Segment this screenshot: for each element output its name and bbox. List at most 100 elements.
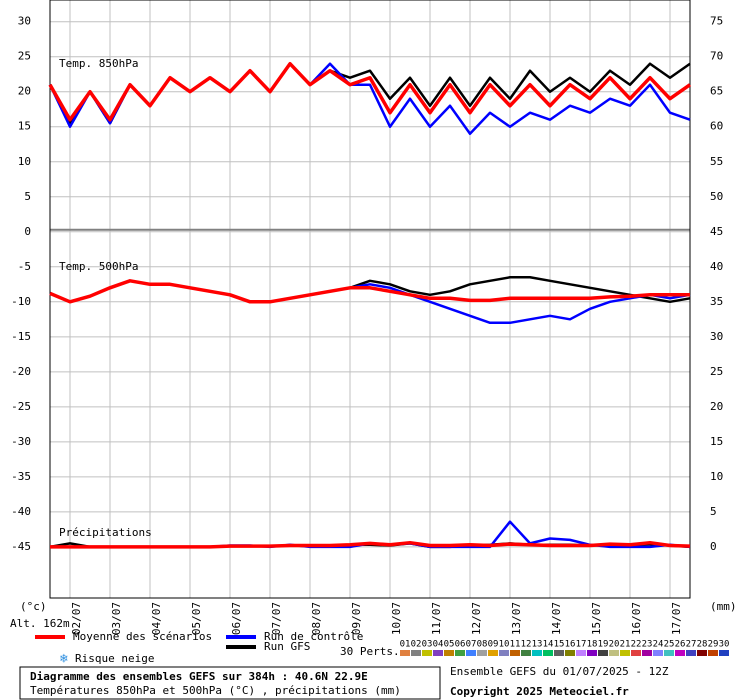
perturbation-name: 18 [587, 640, 598, 650]
perturbation-swatch [543, 650, 553, 656]
y2-tick-label: 55 [710, 155, 723, 168]
perturbation-name: 17 [576, 640, 587, 650]
x-tick-label: 11/07 [430, 602, 443, 635]
perturbation-name: 22 [631, 640, 642, 650]
perturbation-name: 20 [609, 640, 620, 650]
y-unit: (°c) [20, 600, 47, 613]
perturbation-label: 30 Perts. [340, 645, 400, 658]
y-tick-label: 25 [18, 50, 31, 63]
y-tick-label: -30 [11, 435, 31, 448]
perturbation-swatch [697, 650, 707, 656]
x-tick-label: 02/07 [70, 602, 83, 635]
y2-tick-label: 65 [710, 85, 723, 98]
perturbation-name: 30 [719, 640, 730, 650]
perturbation-swatch [565, 650, 575, 656]
y-tick-label: -20 [11, 365, 31, 378]
y-tick-label: -45 [11, 540, 31, 553]
snow-label: Risque neige [75, 652, 154, 665]
perturbation-name: 28 [697, 640, 708, 650]
y2-tick-label: 35 [710, 295, 723, 308]
perturbation-name: 02 [411, 640, 422, 650]
perturbation-name: 08 [477, 640, 488, 650]
perturbation-name: 06 [455, 640, 466, 650]
perturbation-swatch [708, 650, 718, 656]
y2-tick-label: 70 [710, 50, 723, 63]
perturbation-name: 07 [466, 640, 477, 650]
perturbation-name: 16 [565, 640, 576, 650]
perturbation-swatch [433, 650, 443, 656]
y-tick-label: -40 [11, 505, 31, 518]
perturbation-swatch [642, 650, 652, 656]
x-tick-label: 09/07 [350, 602, 363, 635]
perturbation-name: 12 [521, 640, 532, 650]
perturbation-swatch [664, 650, 674, 656]
perturbation-swatch [488, 650, 498, 656]
y2-tick-label: 25 [710, 365, 723, 378]
perturbation-swatch [466, 650, 476, 656]
series-line [49, 279, 690, 304]
y-tick-label: -5 [18, 260, 31, 273]
panel-label: Temp. 850hPa [59, 57, 138, 70]
y2-tick-label: 75 [710, 15, 723, 28]
perturbation-name: 01 [400, 640, 411, 650]
perturbation-name: 05 [444, 640, 455, 650]
x-tick-label: 07/07 [270, 602, 283, 635]
altitude: Alt. 162m [10, 617, 70, 630]
perturbation-swatch [598, 650, 608, 656]
chart-subtitle: Températures 850hPa et 500hPa (°C) , pré… [30, 684, 401, 697]
perturbation-name: 24 [653, 640, 664, 650]
perturbation-swatch [587, 650, 597, 656]
perturbation-name: 11 [510, 640, 521, 650]
perturbation-name: 23 [642, 640, 653, 650]
y-tick-label: -35 [11, 470, 31, 483]
x-tick-label: 10/07 [390, 602, 403, 635]
perturbation-swatch [477, 650, 487, 656]
x-tick-label: 12/07 [470, 602, 483, 635]
legend-label: Run GFS [264, 640, 310, 653]
perturbation-swatch [631, 650, 641, 656]
perturbation-swatch [521, 650, 531, 656]
y2-tick-label: 45 [710, 225, 723, 238]
perturbation-swatch [422, 650, 432, 656]
y2-tick-label: 10 [710, 470, 723, 483]
series-line [50, 540, 691, 549]
y-tick-label: -25 [11, 400, 31, 413]
x-tick-label: 13/07 [510, 602, 523, 635]
perturbation-swatch [455, 650, 465, 656]
y2-unit: (mm) [710, 600, 737, 613]
perturbation-swatch [554, 650, 564, 656]
perturbation-name: 29 [708, 640, 719, 650]
perturbation-swatch [620, 650, 630, 656]
perturbation-name: 04 [433, 640, 444, 650]
y-tick-label: 30 [18, 15, 31, 28]
perturbation-name: 26 [675, 640, 686, 650]
perturbation-swatch [576, 650, 586, 656]
perturbation-name: 21 [620, 640, 631, 650]
legend-label: Run de contrôle [264, 630, 363, 643]
perturbation-swatch [686, 650, 696, 656]
y-tick-label: 0 [24, 225, 31, 238]
title-box [19, 666, 441, 700]
y-tick-label: -15 [11, 330, 31, 343]
y2-tick-label: 15 [710, 435, 723, 448]
x-tick-label: 08/07 [310, 602, 323, 635]
x-tick-label: 05/07 [190, 602, 203, 635]
y-tick-label: -10 [11, 295, 31, 308]
y2-tick-label: 5 [710, 505, 717, 518]
perturbation-name: 09 [488, 640, 499, 650]
y-tick-label: 5 [24, 190, 31, 203]
y2-tick-label: 50 [710, 190, 723, 203]
perturbation-swatch [411, 650, 421, 656]
perturbation-swatch [510, 650, 520, 656]
copyright: Copyright 2025 Meteociel.fr [450, 685, 629, 698]
run-label: Ensemble GEFS du 01/07/2025 - 12Z [450, 665, 669, 678]
perturbation-swatch [400, 650, 410, 656]
y2-tick-label: 0 [710, 540, 717, 553]
series-line [48, 61, 692, 122]
perturbation-name: 27 [686, 640, 697, 650]
perturbation-name: 19 [598, 640, 609, 650]
x-tick-label: 06/07 [230, 602, 243, 635]
x-tick-label: 15/07 [590, 602, 603, 635]
